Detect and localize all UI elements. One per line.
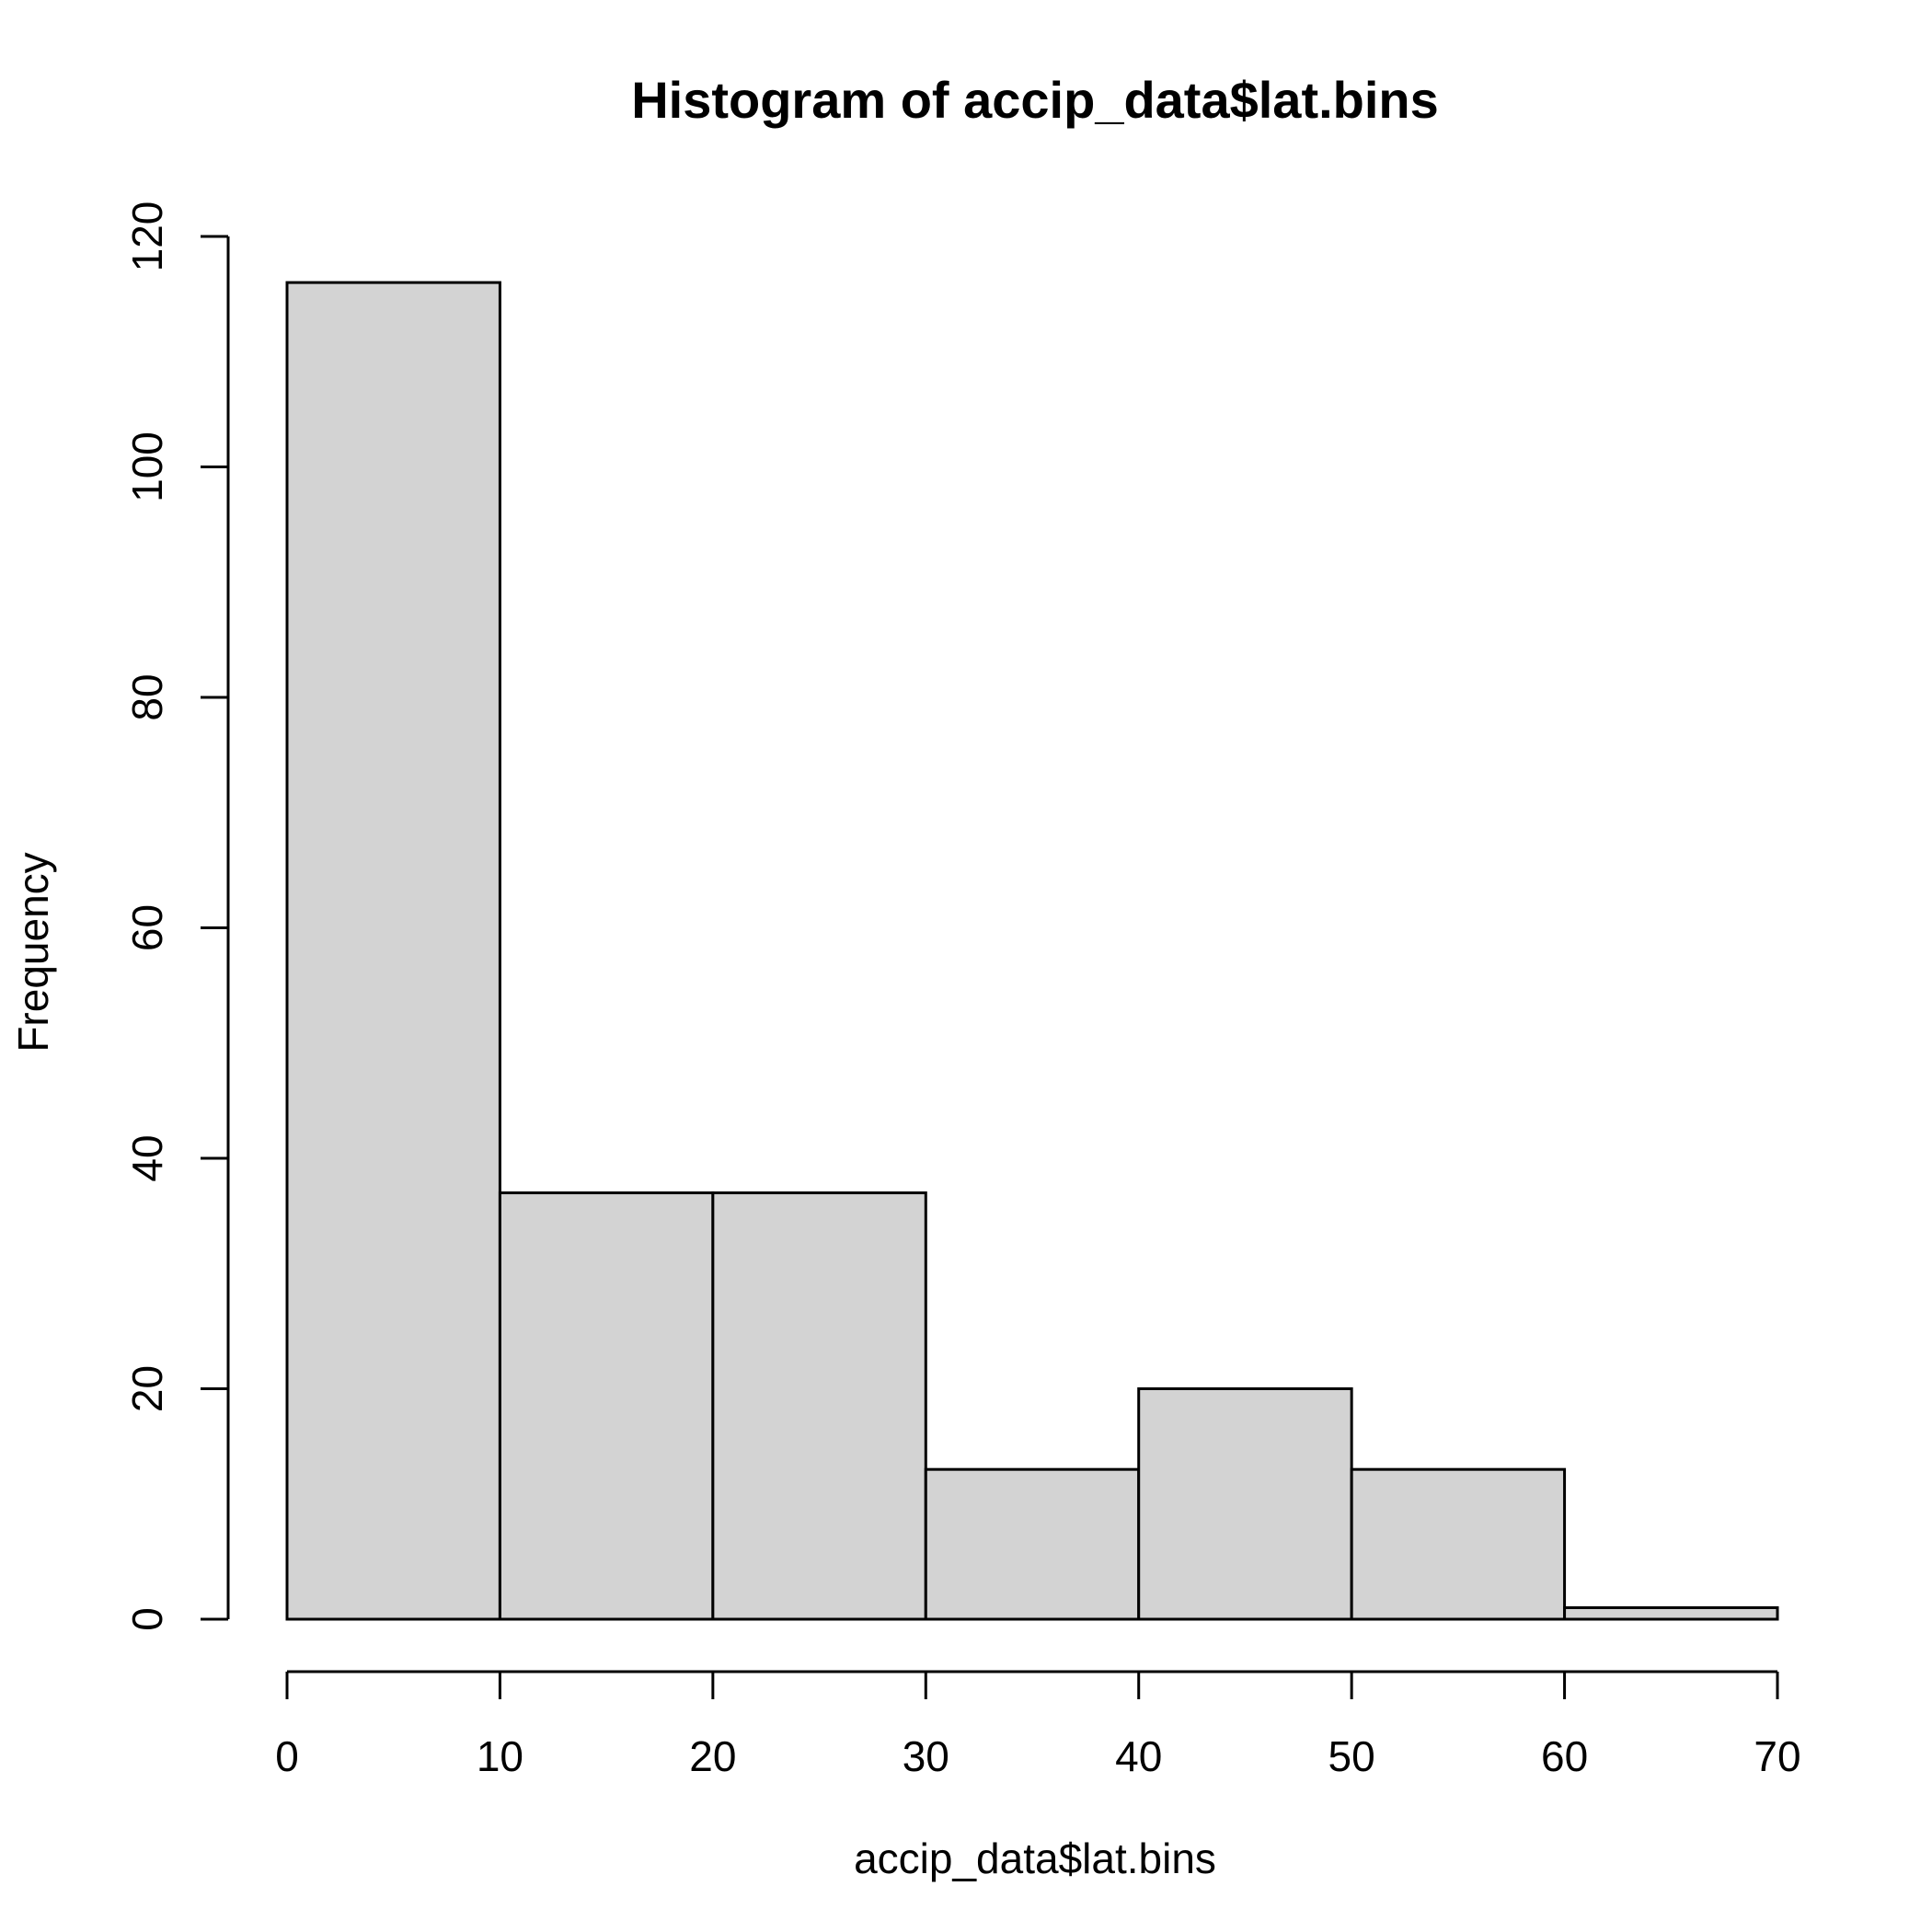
x-tick-label-5: 50 — [1328, 1732, 1375, 1780]
y-tick-label-3: 60 — [123, 904, 171, 951]
y-tick-label-1: 20 — [123, 1365, 171, 1412]
bars-group — [285, 281, 1779, 1621]
x-tick-label-6: 60 — [1541, 1732, 1588, 1780]
x-axis: 0 10 20 30 40 50 60 70 — [275, 1670, 1801, 1780]
y-tick-label-5: 100 — [123, 431, 171, 502]
histogram-bar-1 — [498, 1191, 715, 1621]
y-axis-label: Frequency — [9, 852, 57, 1052]
histogram-bar-5 — [1350, 1467, 1567, 1621]
histogram-bar-4 — [1137, 1387, 1353, 1621]
y-tick-label-2: 40 — [123, 1134, 171, 1181]
y-tick-label-6: 120 — [123, 201, 171, 272]
y-tick-label-4: 80 — [123, 673, 171, 720]
x-tick-label-7: 70 — [1754, 1732, 1800, 1780]
x-tick-label-4: 40 — [1115, 1732, 1162, 1780]
x-tick-label-3: 30 — [903, 1732, 949, 1780]
x-tick-label-2: 20 — [689, 1732, 736, 1780]
histogram-bar-2 — [711, 1191, 927, 1621]
x-tick-label-1: 10 — [477, 1732, 523, 1780]
x-tick-label-0: 0 — [275, 1732, 299, 1780]
histogram-bar-0 — [285, 281, 501, 1621]
y-tick-label-0: 0 — [123, 1607, 171, 1631]
x-axis-label: accip_data$lat.bins — [854, 1834, 1216, 1882]
chart-title: Histogram of accip_data$lat.bins — [631, 71, 1439, 129]
histogram-bar-6 — [1563, 1605, 1779, 1621]
y-axis: 0 20 40 60 80 100 120 — [123, 201, 230, 1631]
histogram-bar-3 — [924, 1467, 1141, 1621]
